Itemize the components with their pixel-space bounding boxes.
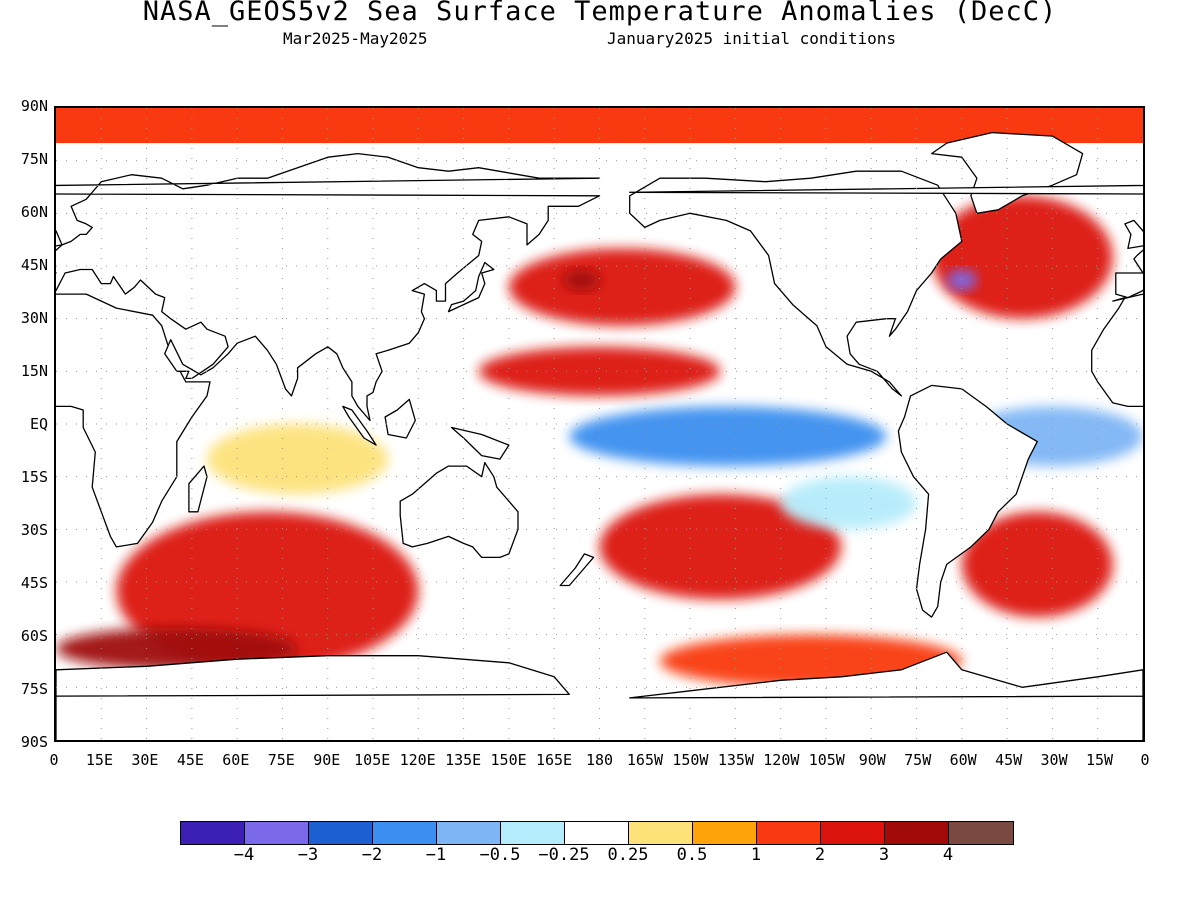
colorbar-swatch bbox=[245, 822, 309, 844]
lon-label: 105E bbox=[354, 751, 391, 769]
lon-label: 150E bbox=[490, 751, 527, 769]
land-mass bbox=[447, 261, 495, 313]
lon-label: 150W bbox=[672, 751, 709, 769]
colorbar-label: −2 bbox=[361, 845, 383, 865]
anomaly-region bbox=[56, 108, 1143, 144]
lat-label: EQ bbox=[29, 415, 48, 433]
land-mass bbox=[1091, 293, 1143, 408]
map-title: NASA_GEOS5v2 Sea Surface Temperature Ano… bbox=[142, 0, 1058, 27]
lon-label: 0 bbox=[1140, 751, 1150, 769]
land-mass bbox=[342, 405, 377, 446]
colorbar-label: 3 bbox=[878, 845, 890, 865]
colorbar-label: 0.5 bbox=[676, 845, 708, 865]
colorbar-swatch bbox=[757, 822, 821, 844]
colorbar-swatch bbox=[565, 822, 629, 844]
lon-label: 15W bbox=[1085, 751, 1114, 769]
anomaly-region bbox=[599, 494, 842, 600]
lon-label: 165W bbox=[626, 751, 664, 769]
lon-label: 30W bbox=[1040, 751, 1068, 769]
land-mass bbox=[629, 651, 1143, 740]
land-mass bbox=[188, 465, 208, 513]
lon-label: 45W bbox=[995, 751, 1023, 769]
anomaly-region bbox=[563, 269, 600, 291]
colorbar-label: −1 bbox=[425, 845, 447, 865]
lon-label: 30E bbox=[131, 751, 159, 769]
anomaly-region bbox=[946, 269, 977, 291]
lon-label: 105W bbox=[808, 751, 845, 769]
lat-label: 90N bbox=[20, 97, 48, 115]
lat-label: 45N bbox=[20, 256, 48, 274]
land-mass bbox=[1124, 219, 1143, 250]
land-mass bbox=[56, 229, 63, 247]
lat-label: 15N bbox=[20, 362, 48, 380]
anomaly-region bbox=[569, 406, 887, 467]
colorbar-swatch bbox=[885, 822, 949, 844]
initial-conditions: January2025 initial conditions bbox=[607, 29, 896, 48]
lat-label: 90S bbox=[20, 733, 48, 751]
colorbar-label: −0.25 bbox=[538, 845, 590, 865]
lon-label: 75E bbox=[267, 751, 295, 769]
colorbar-label: −0.5 bbox=[479, 845, 521, 865]
colorbar-label: −4 bbox=[233, 845, 255, 865]
anomaly-region bbox=[780, 476, 917, 530]
anomaly-region bbox=[508, 248, 736, 326]
lat-label: 75S bbox=[20, 680, 48, 698]
colorbar-swatch bbox=[181, 822, 245, 844]
lon-label: 120W bbox=[763, 751, 800, 769]
lon-label: 75W bbox=[904, 751, 932, 769]
lon-label: 90W bbox=[858, 751, 886, 769]
colorbar-swatch bbox=[629, 822, 693, 844]
land-mass bbox=[629, 170, 963, 397]
colorbar-swatch bbox=[373, 822, 437, 844]
anomaly-region bbox=[478, 346, 721, 396]
land-mass bbox=[384, 398, 416, 439]
land-mass bbox=[450, 426, 510, 460]
lat-label: 45S bbox=[20, 574, 48, 592]
colorbar-swatch bbox=[821, 822, 885, 844]
anomaly-region bbox=[206, 424, 389, 495]
land-mass bbox=[897, 384, 1038, 618]
lon-label: 135W bbox=[717, 751, 754, 769]
colorbar-label: 1 bbox=[750, 845, 762, 865]
lon-label: 15E bbox=[85, 751, 113, 769]
land-mass bbox=[930, 131, 1084, 214]
colorbar-swatch bbox=[501, 822, 565, 844]
colorbar-label: −3 bbox=[297, 845, 319, 865]
forecast-period: Mar2025-May2025 bbox=[283, 29, 428, 48]
colorbar-label: 2 bbox=[814, 845, 826, 865]
colorbar-swatch bbox=[693, 822, 757, 844]
anomaly-region bbox=[961, 511, 1113, 618]
lat-label: 75N bbox=[20, 150, 48, 168]
lon-label: 45E bbox=[176, 751, 204, 769]
land-mass bbox=[399, 461, 519, 559]
colorbar bbox=[180, 821, 1014, 845]
lon-label: 180 bbox=[585, 751, 614, 769]
lon-label: 120E bbox=[399, 751, 436, 769]
land-mass bbox=[56, 293, 211, 548]
colorbar-swatch bbox=[309, 822, 373, 844]
lon-label: 90E bbox=[313, 751, 341, 769]
colorbar-swatch bbox=[437, 822, 501, 844]
lon-label: 165E bbox=[535, 751, 573, 769]
lat-label: 15S bbox=[20, 468, 48, 486]
sst-anomaly-map bbox=[56, 108, 1143, 740]
map-plot-area bbox=[54, 106, 1145, 742]
lat-label: 30S bbox=[20, 521, 48, 539]
lon-label: 60E bbox=[222, 751, 250, 769]
land-mass bbox=[56, 655, 570, 740]
lon-label: 135E bbox=[445, 751, 482, 769]
anomaly-region bbox=[931, 195, 1113, 319]
lat-label: 60S bbox=[20, 627, 48, 645]
lat-label: 30N bbox=[20, 309, 48, 327]
colorbar-label: 0.25 bbox=[607, 845, 649, 865]
lon-label: 60W bbox=[949, 751, 977, 769]
lon-label: 0 bbox=[49, 751, 59, 769]
colorbar-label: 4 bbox=[942, 845, 954, 865]
land-mass bbox=[56, 152, 601, 422]
land-mass bbox=[559, 553, 595, 587]
colorbar-swatch bbox=[949, 822, 1013, 844]
lat-label: 60N bbox=[20, 203, 48, 221]
